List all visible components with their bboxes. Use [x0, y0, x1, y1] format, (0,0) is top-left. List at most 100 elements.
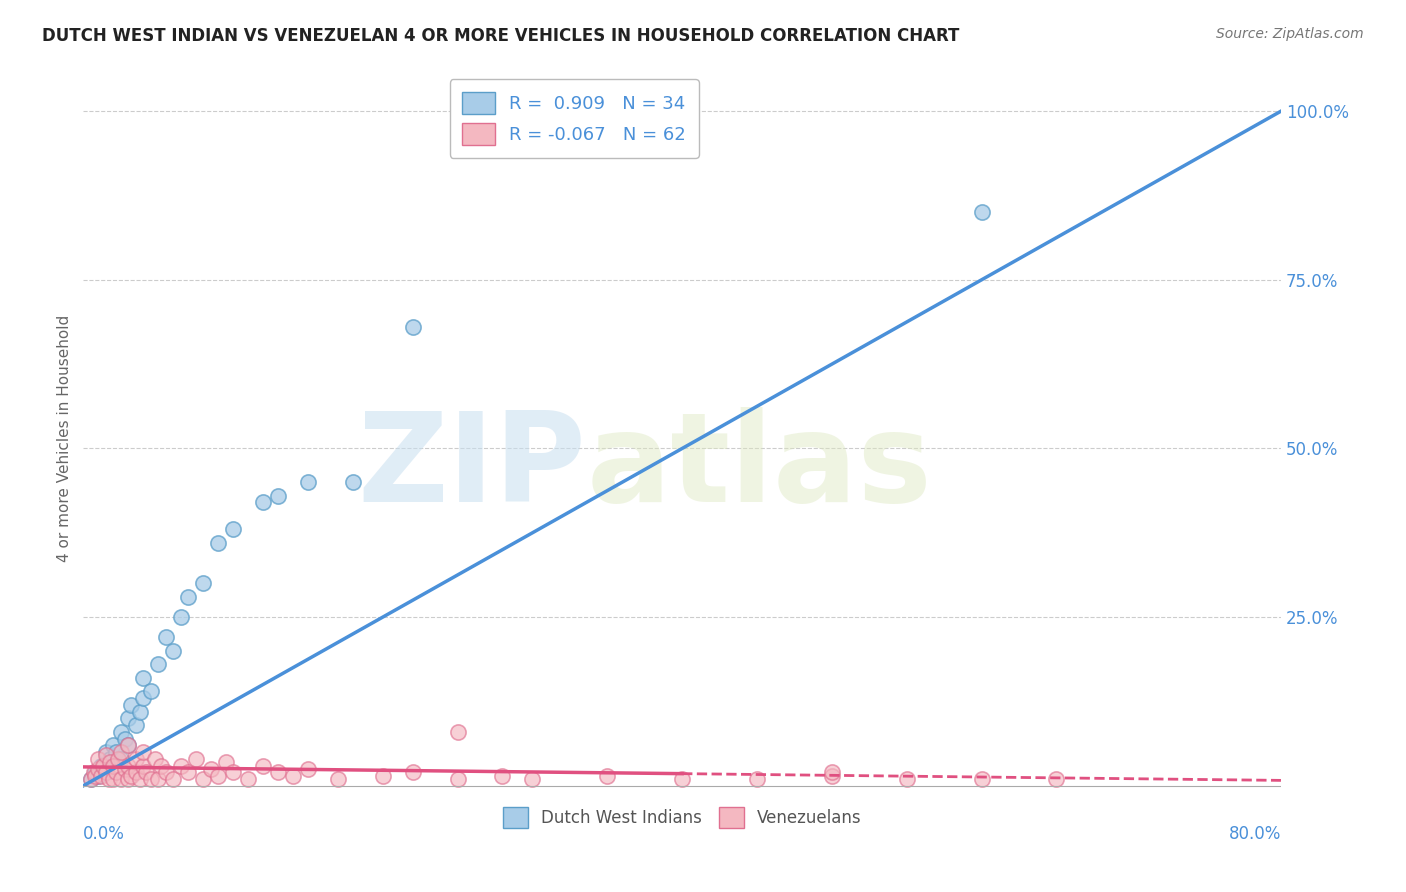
Point — [446, 772, 468, 786]
Point — [155, 631, 177, 645]
Point — [491, 769, 513, 783]
Point — [135, 765, 157, 780]
Point — [821, 769, 844, 783]
Point — [297, 475, 319, 490]
Point — [671, 772, 693, 786]
Point — [522, 772, 544, 786]
Point — [103, 772, 125, 786]
Point — [117, 739, 139, 753]
Point — [129, 705, 152, 719]
Point — [401, 765, 423, 780]
Point — [132, 758, 155, 772]
Point — [105, 765, 128, 780]
Point — [169, 610, 191, 624]
Point — [401, 320, 423, 334]
Point — [94, 765, 117, 780]
Point — [125, 718, 148, 732]
Point — [80, 772, 103, 786]
Point — [132, 671, 155, 685]
Point — [110, 772, 132, 786]
Point — [207, 536, 229, 550]
Point — [103, 758, 125, 772]
Point — [745, 772, 768, 786]
Point — [132, 745, 155, 759]
Point — [98, 755, 121, 769]
Point — [107, 752, 129, 766]
Point — [132, 691, 155, 706]
Point — [105, 745, 128, 759]
Point — [94, 748, 117, 763]
Point — [297, 762, 319, 776]
Point — [114, 731, 136, 746]
Point — [83, 765, 105, 780]
Point — [446, 724, 468, 739]
Point — [342, 475, 364, 490]
Point — [117, 739, 139, 753]
Point — [281, 769, 304, 783]
Point — [110, 724, 132, 739]
Legend: Dutch West Indians, Venezuelans: Dutch West Indians, Venezuelans — [496, 801, 869, 834]
Text: ZIP: ZIP — [357, 407, 586, 528]
Point — [184, 752, 207, 766]
Point — [120, 698, 142, 712]
Text: atlas: atlas — [586, 407, 932, 528]
Point — [129, 772, 152, 786]
Y-axis label: 4 or more Vehicles in Household: 4 or more Vehicles in Household — [58, 315, 72, 562]
Point — [267, 765, 290, 780]
Point — [91, 758, 114, 772]
Point — [98, 752, 121, 766]
Point — [94, 745, 117, 759]
Point — [117, 758, 139, 772]
Point — [191, 772, 214, 786]
Point — [114, 762, 136, 776]
Point — [155, 765, 177, 780]
Point — [87, 752, 110, 766]
Point — [80, 772, 103, 786]
Point — [110, 745, 132, 759]
Point — [84, 765, 107, 780]
Point — [117, 711, 139, 725]
Point — [222, 523, 245, 537]
Point — [139, 772, 162, 786]
Point — [90, 769, 112, 783]
Point — [267, 489, 290, 503]
Point — [169, 758, 191, 772]
Point — [94, 765, 117, 780]
Text: Source: ZipAtlas.com: Source: ZipAtlas.com — [1216, 27, 1364, 41]
Point — [143, 752, 166, 766]
Point — [177, 765, 200, 780]
Point — [162, 772, 184, 786]
Point — [596, 769, 619, 783]
Point — [896, 772, 918, 786]
Point — [970, 772, 993, 786]
Point — [970, 205, 993, 219]
Point — [125, 765, 148, 780]
Point — [821, 765, 844, 780]
Point — [207, 769, 229, 783]
Point — [87, 769, 110, 783]
Point — [236, 772, 259, 786]
Point — [1045, 772, 1067, 786]
Point — [120, 769, 142, 783]
Point — [146, 657, 169, 672]
Text: 0.0%: 0.0% — [83, 824, 125, 843]
Point — [200, 762, 222, 776]
Point — [97, 772, 120, 786]
Point — [326, 772, 349, 786]
Point — [162, 644, 184, 658]
Point — [125, 752, 148, 766]
Point — [90, 758, 112, 772]
Point — [103, 739, 125, 753]
Point — [87, 762, 110, 776]
Point — [84, 769, 107, 783]
Point — [222, 765, 245, 780]
Point — [146, 772, 169, 786]
Point — [252, 495, 274, 509]
Point — [177, 590, 200, 604]
Point — [371, 769, 394, 783]
Text: 80.0%: 80.0% — [1229, 824, 1281, 843]
Point — [150, 758, 173, 772]
Point — [139, 684, 162, 698]
Point — [191, 576, 214, 591]
Point — [110, 752, 132, 766]
